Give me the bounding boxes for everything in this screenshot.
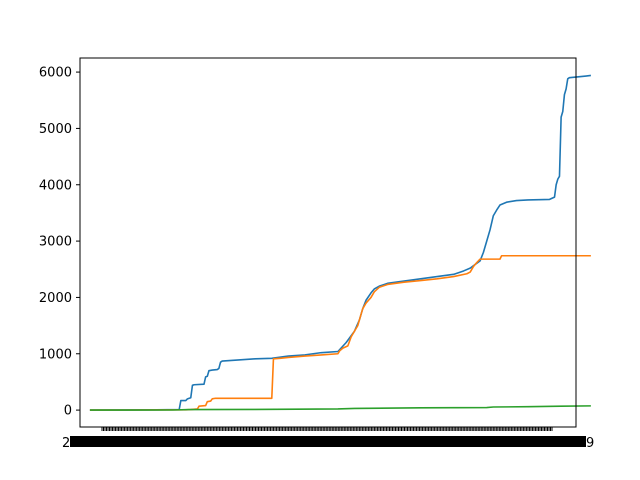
- ytick-label: 6000: [39, 66, 72, 81]
- ytick-label: 0: [64, 404, 72, 419]
- xtick-label-edge: 2: [62, 436, 70, 451]
- series-3-line: [89, 405, 591, 411]
- series-1-line: [89, 74, 591, 411]
- series-layer: [89, 74, 591, 411]
- y-axis: 0 1000 2000 3000 4000 5000 6000: [39, 66, 80, 419]
- ytick-label: 2000: [39, 291, 72, 306]
- ytick-label: 4000: [39, 178, 72, 193]
- series-2-line: [89, 254, 591, 411]
- xtick-label-mass: [70, 436, 586, 447]
- ytick-label: 5000: [39, 122, 72, 137]
- ytick-label: 3000: [39, 235, 72, 250]
- xtick-label-edge: 9: [586, 436, 594, 451]
- ytick-label: 1000: [39, 347, 72, 362]
- xtick-marks: [101, 427, 553, 431]
